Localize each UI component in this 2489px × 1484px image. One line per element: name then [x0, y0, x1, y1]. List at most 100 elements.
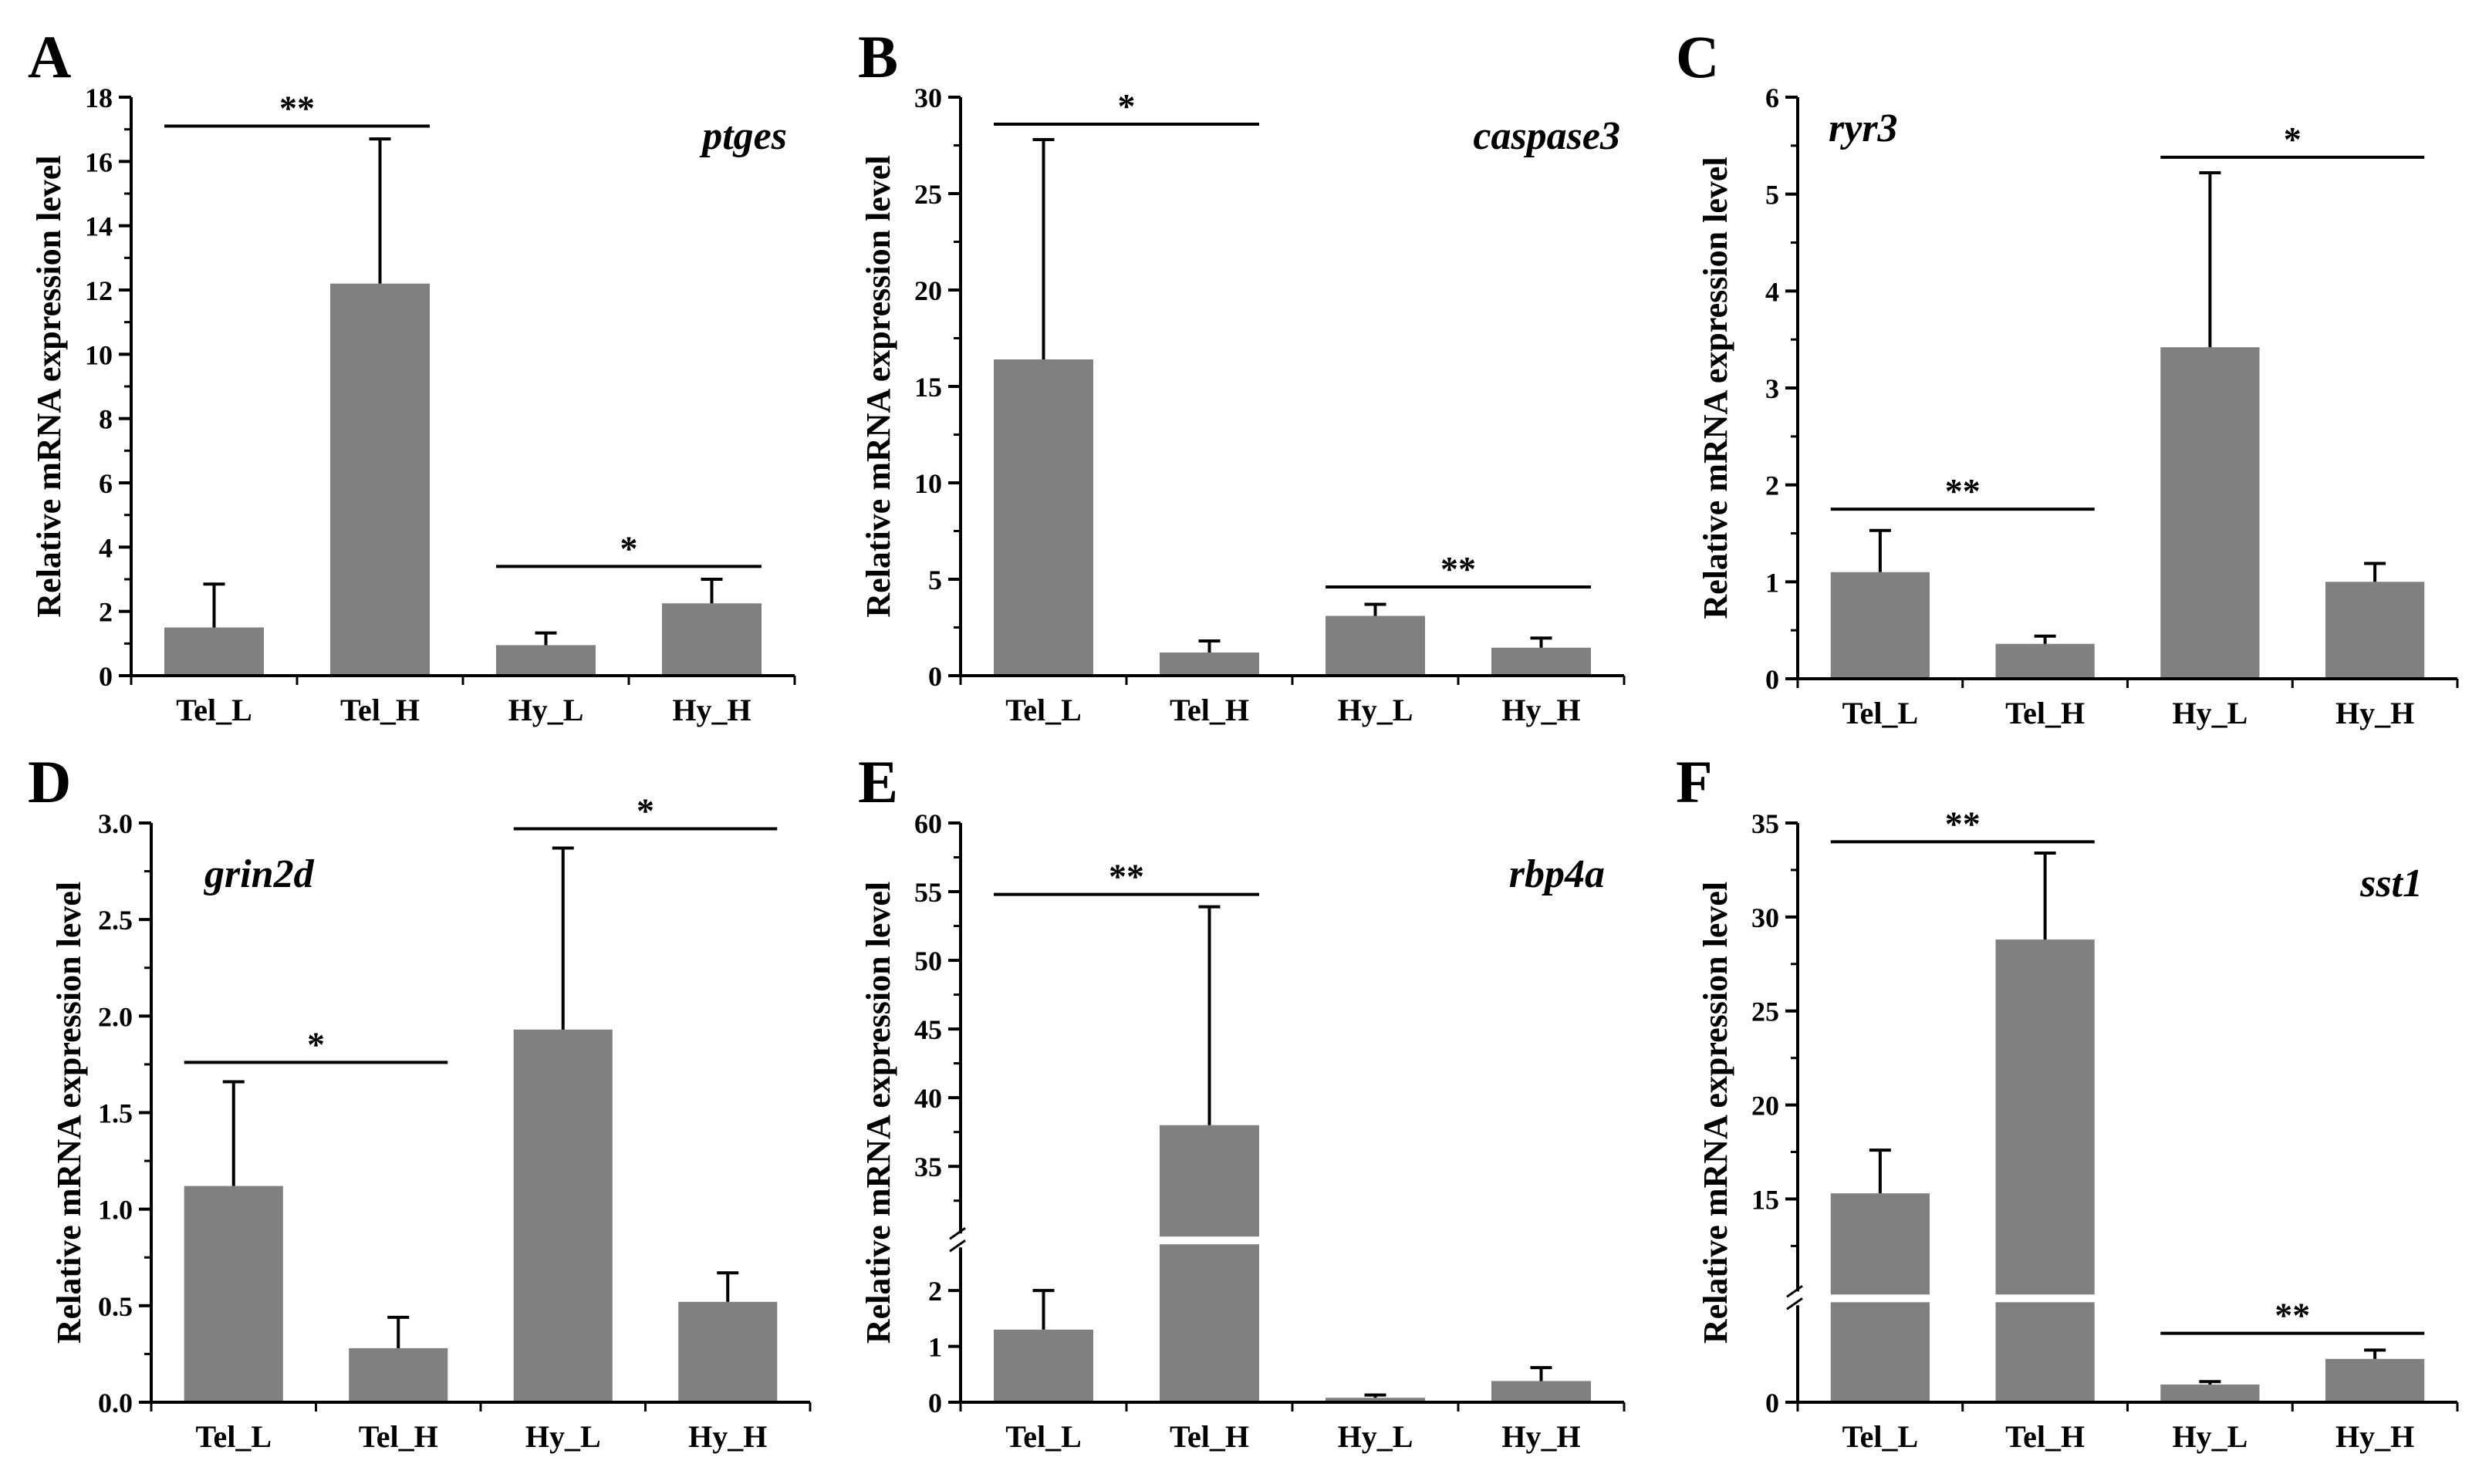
- bar-hy-h: [678, 1301, 778, 1402]
- y-tick-label: 40: [914, 1083, 942, 1114]
- category-label: Hy_H: [672, 693, 751, 727]
- y-tick-label: 14: [85, 211, 113, 242]
- category-label: Tel_L: [1842, 696, 1919, 730]
- y-axis-label: Relative mRNA expression level: [50, 882, 88, 1344]
- bar-hy-h: [1491, 1381, 1591, 1402]
- bar-break-mark: [1829, 1294, 1931, 1303]
- axis-break-gap: [951, 1233, 970, 1248]
- y-tick-label: 0.5: [98, 1291, 133, 1322]
- category-label: Hy_L: [2172, 696, 2248, 730]
- category-label: Hy_L: [508, 693, 584, 727]
- bar-tel-h: [349, 1347, 448, 1402]
- category-label: Tel_L: [176, 693, 252, 727]
- y-axis-label: Relative mRNA expression level: [1697, 882, 1734, 1344]
- y-tick-label: 5: [928, 565, 942, 595]
- bar-tel-h: [1160, 653, 1259, 676]
- y-tick-label: 0: [928, 1388, 942, 1418]
- y-tick-label: 12: [85, 275, 113, 306]
- y-tick-label: 6: [99, 468, 113, 499]
- axis-break-mark: [949, 1227, 966, 1240]
- y-tick-label: 1: [1765, 567, 1779, 598]
- y-tick-label: 0: [1765, 1388, 1779, 1418]
- significance-marker: *: [1118, 86, 1136, 126]
- y-tick-label: 3: [1765, 373, 1779, 404]
- category-label: Tel_H: [1170, 693, 1249, 727]
- significance-marker: **: [279, 89, 315, 128]
- y-tick-label: 10: [914, 468, 942, 499]
- bar-break-mark: [1158, 1236, 1261, 1245]
- panel-letter: F: [1676, 748, 1713, 815]
- y-tick-label: 1.0: [98, 1195, 133, 1226]
- bar-hy-h: [2325, 1358, 2425, 1402]
- y-tick-label: 5: [1765, 180, 1779, 211]
- y-tick-label: 30: [1751, 902, 1779, 933]
- axis-break-mark: [1786, 1285, 1803, 1298]
- significance-marker: **: [1440, 549, 1476, 589]
- y-tick-label: 2: [928, 1276, 942, 1307]
- y-tick-label: 2.5: [98, 905, 133, 936]
- y-tick-label: 30: [914, 83, 942, 113]
- y-tick-label: 6: [1765, 83, 1779, 113]
- category-label: Tel_H: [340, 693, 420, 727]
- bar-hy-l: [513, 1029, 613, 1402]
- y-tick-label: 18: [85, 83, 113, 113]
- y-tick-label: 35: [1751, 808, 1779, 839]
- y-axis-label: Relative mRNA expression level: [859, 155, 897, 617]
- gene-label: sst1: [2359, 862, 2423, 906]
- category-label: Hy_H: [688, 1419, 767, 1454]
- significance-marker: *: [307, 1024, 325, 1064]
- axis-break-gap: [1788, 1291, 1807, 1306]
- significance-marker: *: [620, 528, 638, 568]
- bar-hy-h: [662, 603, 762, 676]
- category-label: Tel_L: [1005, 1419, 1082, 1454]
- y-tick-label: 0: [1765, 664, 1779, 695]
- panel-letter: C: [1676, 23, 1719, 90]
- category-label: Hy_H: [2335, 696, 2414, 730]
- y-tick-label: 15: [914, 372, 942, 403]
- y-tick-label: 10: [85, 339, 113, 370]
- bar-tel-h: [1995, 643, 2095, 679]
- y-tick-label: 20: [914, 275, 942, 306]
- category-label: Hy_L: [1338, 1419, 1413, 1454]
- bar-tel-l: [994, 1329, 1093, 1402]
- panel-letter: D: [28, 748, 71, 815]
- y-tick-label: 25: [1751, 997, 1779, 1027]
- category-label: Tel_L: [1005, 693, 1082, 727]
- significance-marker: **: [1945, 804, 1981, 843]
- y-tick-label: 4: [99, 532, 113, 563]
- y-tick-label: 50: [914, 946, 942, 976]
- y-tick-label: 4: [1765, 276, 1779, 307]
- gene-label: rbp4a: [1509, 852, 1605, 896]
- bar-hy-l: [496, 645, 596, 676]
- y-axis-label: Relative mRNA expression level: [1697, 157, 1734, 619]
- significance-marker: *: [2284, 120, 2302, 159]
- y-tick-label: 16: [85, 147, 113, 177]
- bar-hy-l: [2160, 1385, 2260, 1402]
- panel-letter: B: [858, 23, 898, 90]
- y-tick-label: 1: [928, 1332, 942, 1363]
- bar-break-mark: [1994, 1294, 2096, 1303]
- category-label: Tel_L: [195, 1419, 272, 1454]
- category-label: Hy_L: [2172, 1419, 2248, 1454]
- y-tick-label: 1.5: [98, 1098, 133, 1129]
- bar-tel-h: [330, 283, 430, 676]
- category-label: Tel_H: [2005, 1419, 2085, 1454]
- significance-marker: *: [637, 791, 654, 831]
- bar-tel-l: [184, 1186, 283, 1402]
- significance-marker: **: [2275, 1296, 2310, 1335]
- y-tick-label: 15: [1751, 1184, 1779, 1215]
- y-tick-label: 55: [914, 877, 942, 908]
- gene-label: grin2d: [204, 852, 315, 896]
- bar-hy-h: [1491, 647, 1591, 676]
- bar-tel-l: [994, 359, 1093, 676]
- y-tick-label: 8: [99, 404, 113, 435]
- axis-break-mark: [949, 1239, 966, 1253]
- category-label: Tel_H: [359, 1419, 438, 1454]
- y-tick-label: 20: [1751, 1091, 1779, 1121]
